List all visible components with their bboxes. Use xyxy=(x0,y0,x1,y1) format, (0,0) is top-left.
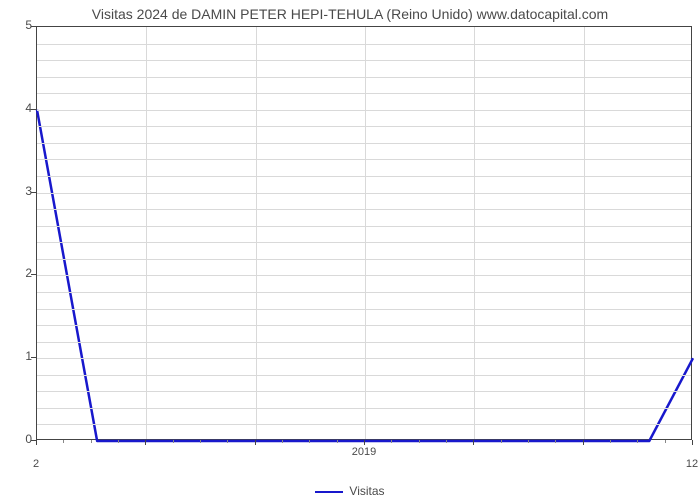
x-minor-tick xyxy=(309,440,310,443)
y-tick-label: 2 xyxy=(6,266,32,280)
grid-line-v xyxy=(584,27,585,439)
grid-line-h-minor xyxy=(37,126,691,127)
x-top-tick-label: 12 xyxy=(686,458,698,470)
chart-container: Visitas 2024 de DAMIN PETER HEPI-TEHULA … xyxy=(0,0,700,500)
grid-line-h-minor xyxy=(37,176,691,177)
grid-line-h-minor xyxy=(37,77,691,78)
x-tick-mark xyxy=(255,440,256,445)
grid-line-v xyxy=(256,27,257,439)
legend: Visitas xyxy=(0,484,700,498)
y-tick-mark xyxy=(31,274,36,275)
x-minor-tick xyxy=(501,440,502,443)
grid-line-h-minor xyxy=(37,259,691,260)
x-tick-mark xyxy=(364,440,365,445)
grid-line-h-minor xyxy=(37,375,691,376)
y-tick-label: 3 xyxy=(6,184,32,198)
grid-line-h-minor xyxy=(37,424,691,425)
grid-line-h-minor xyxy=(37,143,691,144)
x-tick-mark xyxy=(473,440,474,445)
x-top-tick-label: 2 xyxy=(33,458,39,470)
plot-area xyxy=(36,26,692,440)
grid-line-h-minor xyxy=(37,159,691,160)
x-minor-tick xyxy=(446,440,447,443)
grid-line-h xyxy=(37,110,691,111)
y-tick-label: 4 xyxy=(6,101,32,115)
x-minor-tick xyxy=(637,440,638,443)
x-tick-mark xyxy=(145,440,146,445)
x-minor-tick xyxy=(91,440,92,443)
grid-line-h-minor xyxy=(37,408,691,409)
y-tick-mark xyxy=(31,26,36,27)
grid-line-h-minor xyxy=(37,209,691,210)
x-tick-mark xyxy=(36,440,37,445)
x-minor-tick xyxy=(610,440,611,443)
legend-swatch xyxy=(315,491,343,493)
grid-line-h-minor xyxy=(37,325,691,326)
grid-line-h-minor xyxy=(37,309,691,310)
chart-title: Visitas 2024 de DAMIN PETER HEPI-TEHULA … xyxy=(0,6,700,22)
x-minor-tick xyxy=(282,440,283,443)
grid-line-h xyxy=(37,275,691,276)
grid-line-h-minor xyxy=(37,342,691,343)
x-minor-tick xyxy=(337,440,338,443)
grid-line-v xyxy=(365,27,366,439)
grid-line-v xyxy=(474,27,475,439)
y-tick-mark xyxy=(31,357,36,358)
grid-line-h-minor xyxy=(37,391,691,392)
x-minor-tick xyxy=(419,440,420,443)
y-tick-mark xyxy=(31,109,36,110)
x-minor-tick xyxy=(555,440,556,443)
grid-line-h-minor xyxy=(37,60,691,61)
x-minor-tick xyxy=(665,440,666,443)
x-minor-tick xyxy=(227,440,228,443)
grid-line-h-minor xyxy=(37,93,691,94)
y-tick-label: 1 xyxy=(6,349,32,363)
x-tick-label: 2019 xyxy=(352,446,376,458)
x-minor-tick xyxy=(200,440,201,443)
grid-line-v xyxy=(146,27,147,439)
y-tick-mark xyxy=(31,192,36,193)
x-minor-tick xyxy=(391,440,392,443)
y-tick-label: 5 xyxy=(6,18,32,32)
grid-line-h xyxy=(37,358,691,359)
x-tick-mark xyxy=(692,440,693,445)
legend-label: Visitas xyxy=(349,484,384,498)
x-minor-tick xyxy=(63,440,64,443)
grid-line-h xyxy=(37,193,691,194)
x-minor-tick xyxy=(118,440,119,443)
grid-line-h-minor xyxy=(37,44,691,45)
x-tick-mark xyxy=(583,440,584,445)
y-tick-label: 0 xyxy=(6,432,32,446)
x-minor-tick xyxy=(173,440,174,443)
grid-line-h-minor xyxy=(37,242,691,243)
x-minor-tick xyxy=(528,440,529,443)
grid-line-h-minor xyxy=(37,226,691,227)
grid-line-h-minor xyxy=(37,292,691,293)
